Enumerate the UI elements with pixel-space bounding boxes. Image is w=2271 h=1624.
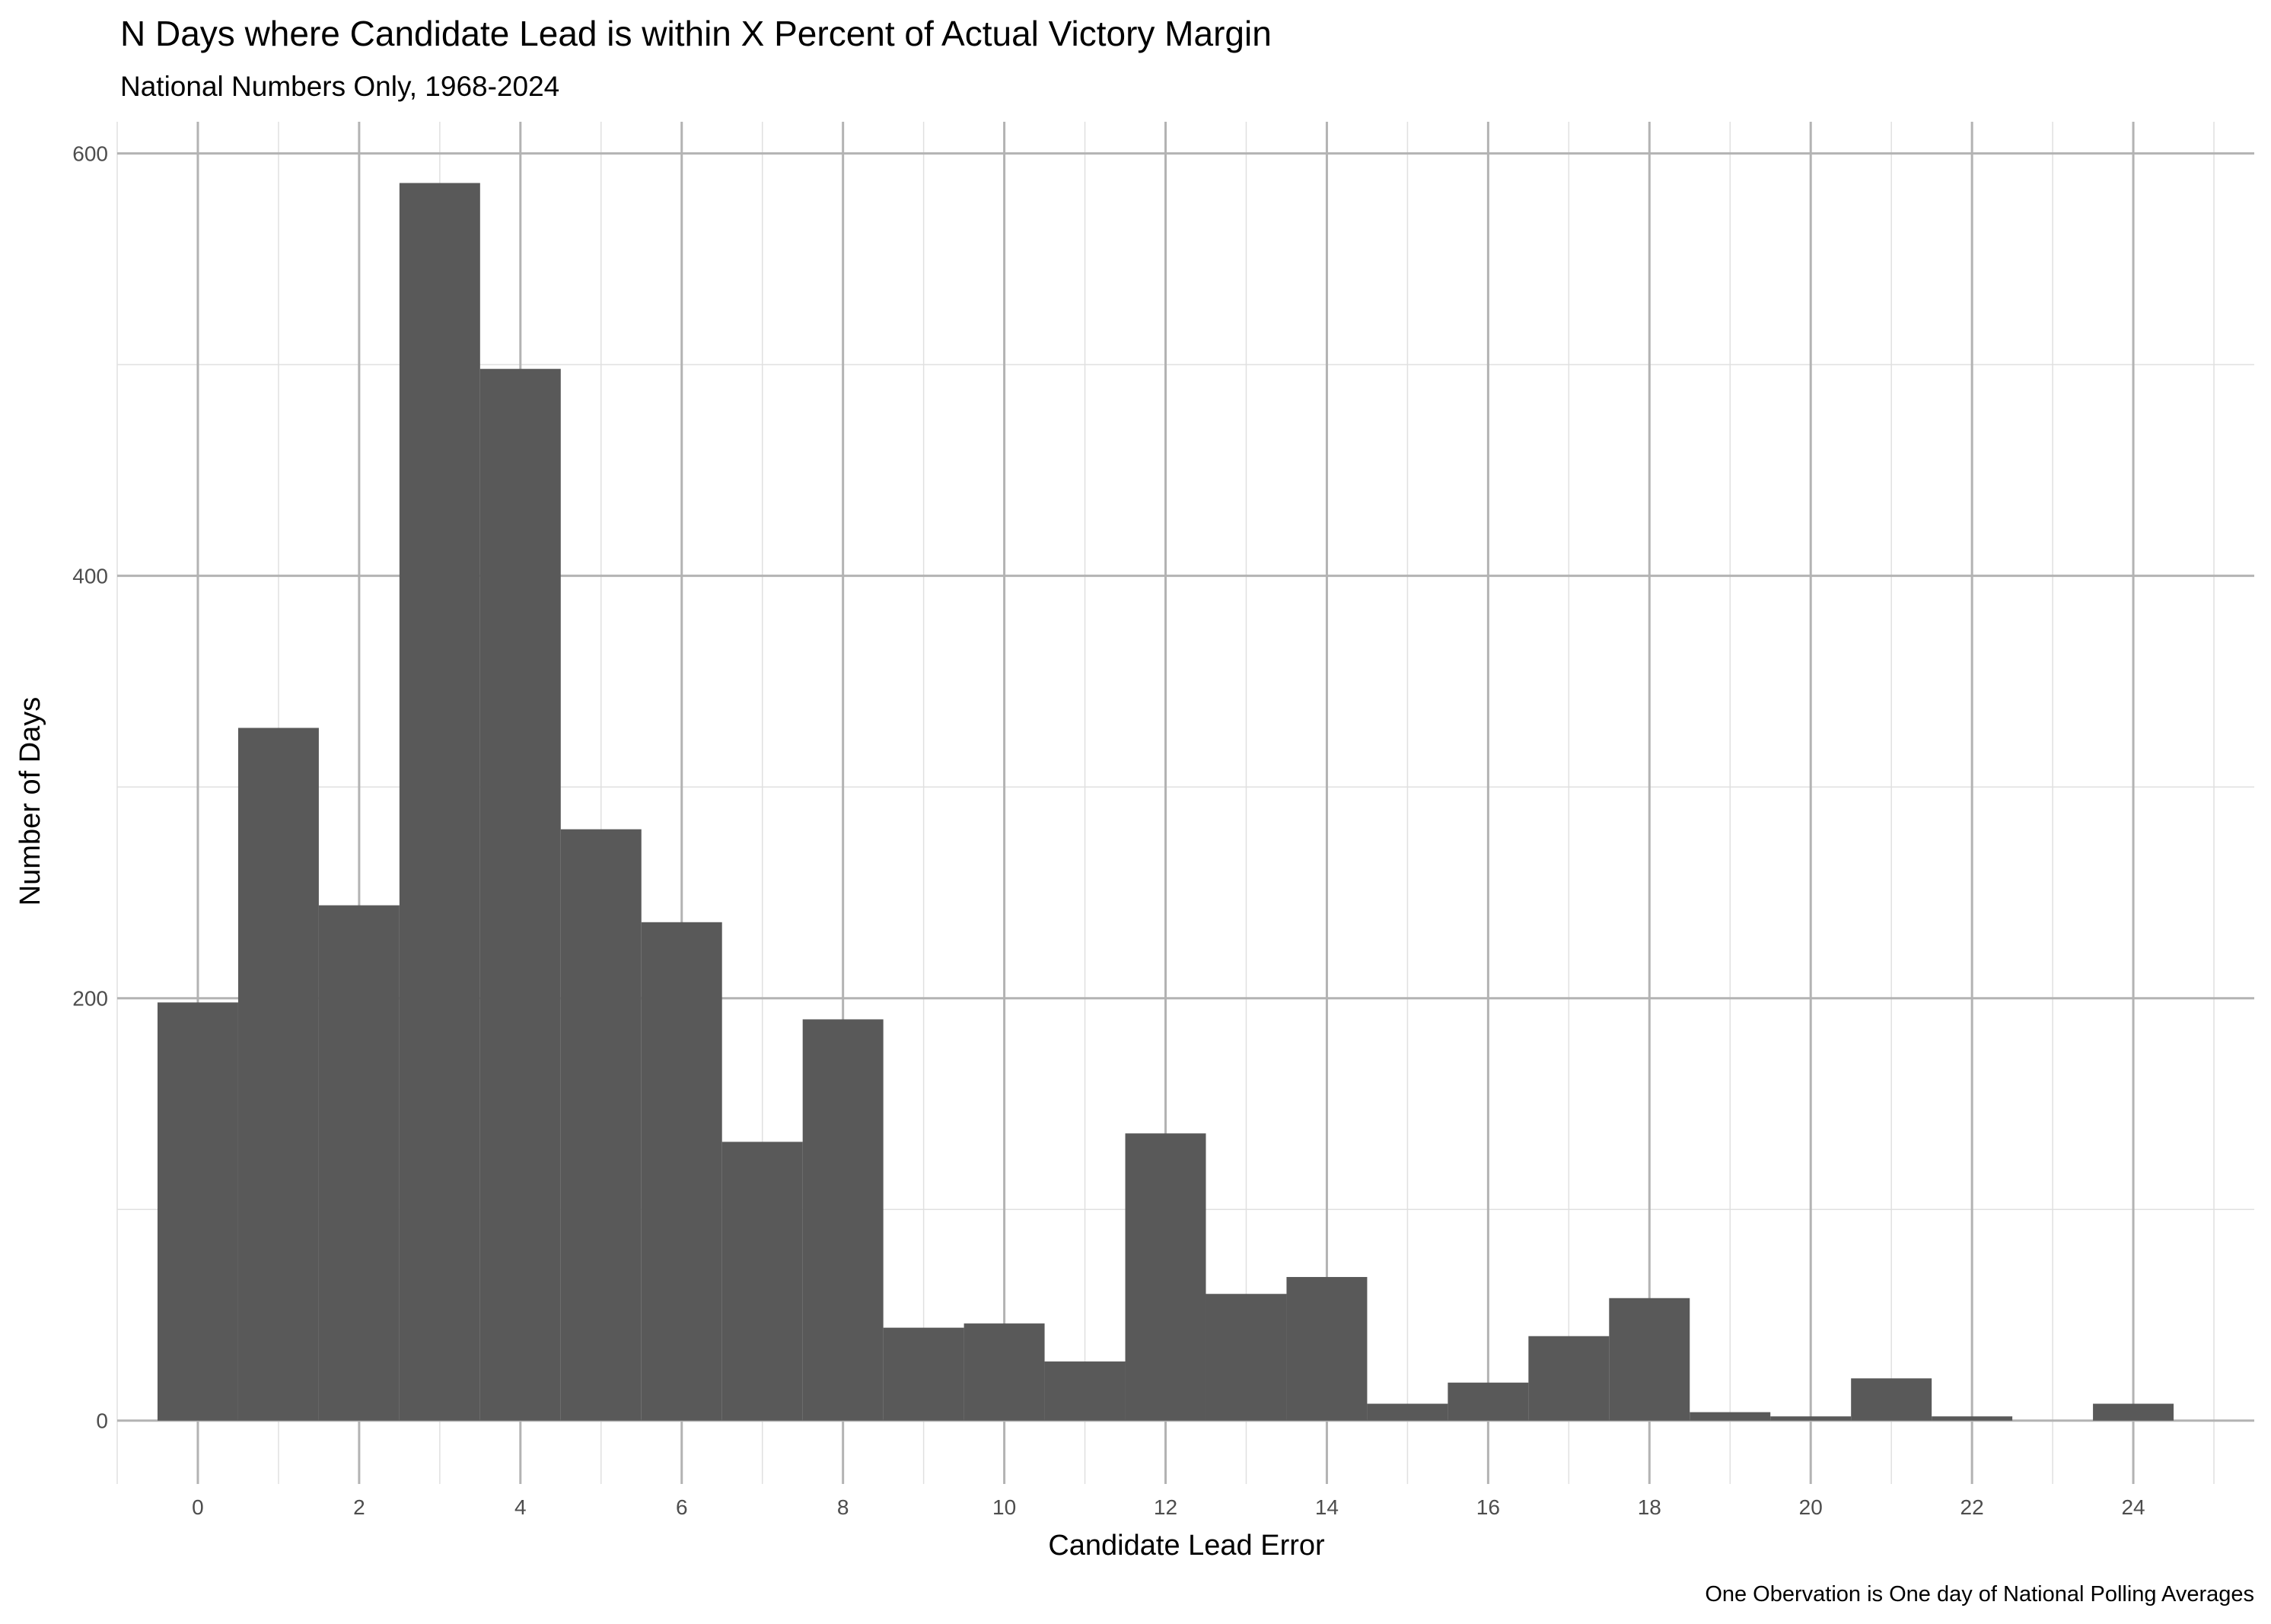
histogram-bar [721, 1142, 803, 1421]
x-tick-label: 16 [1476, 1495, 1500, 1519]
y-tick-label: 400 [72, 565, 108, 588]
histogram-bar [479, 368, 561, 1421]
histogram-bar [964, 1323, 1045, 1421]
histogram-bar [1125, 1133, 1206, 1421]
x-tick-label: 22 [1960, 1495, 1984, 1519]
chart-title: N Days where Candidate Lead is within X … [120, 14, 1272, 53]
histogram-bar [883, 1327, 964, 1421]
histogram-bar [318, 905, 400, 1421]
histogram-bar [1286, 1277, 1368, 1421]
histogram-bar [1448, 1382, 1529, 1421]
x-axis-title: Candidate Lead Error [1048, 1530, 1325, 1562]
x-tick-label: 18 [1638, 1495, 1661, 1519]
histogram-bar [1206, 1294, 1287, 1421]
histogram-bar [560, 829, 642, 1421]
x-tick-label: 14 [1315, 1495, 1339, 1519]
histogram-bar [399, 183, 480, 1421]
y-tick-label: 0 [96, 1409, 108, 1433]
histogram-bar [1690, 1412, 1771, 1421]
histogram-bar [1367, 1403, 1448, 1421]
histogram-bar [1609, 1298, 1690, 1421]
histogram-bar [1851, 1378, 1932, 1421]
histogram-bar [1770, 1416, 1852, 1421]
y-tick-label: 600 [72, 142, 108, 166]
x-tick-label: 12 [1154, 1495, 1177, 1519]
histogram-bar [2093, 1403, 2174, 1421]
histogram-bar [1932, 1416, 2013, 1421]
x-tick-label: 20 [1799, 1495, 1823, 1519]
chart-caption: One Obervation is One day of National Po… [1705, 1582, 2254, 1606]
x-tick-label: 6 [676, 1495, 688, 1519]
histogram-bar [1528, 1336, 1610, 1421]
x-tick-label: 4 [514, 1495, 527, 1519]
bars [157, 183, 2174, 1421]
histogram-bar [802, 1019, 884, 1421]
x-tick-label: 8 [837, 1495, 849, 1519]
x-tick-label: 0 [192, 1495, 204, 1519]
x-tick-label: 24 [2121, 1495, 2145, 1519]
x-tick-label: 2 [353, 1495, 365, 1519]
histogram-bar [641, 922, 722, 1421]
x-tick-label: 10 [992, 1495, 1016, 1519]
chart-subtitle: National Numbers Only, 1968-2024 [120, 71, 559, 102]
y-axis-title: Number of Days [14, 697, 46, 906]
histogram-bar [237, 728, 319, 1421]
histogram-bar [1044, 1361, 1126, 1421]
y-tick-label: 200 [72, 987, 108, 1011]
histogram-bar [157, 1002, 238, 1421]
